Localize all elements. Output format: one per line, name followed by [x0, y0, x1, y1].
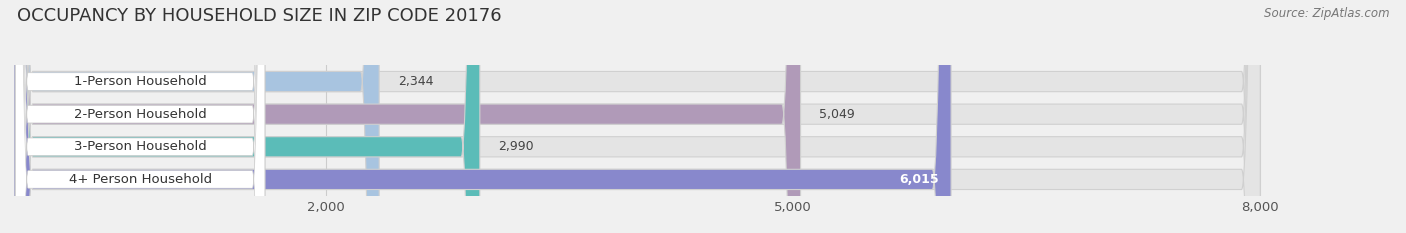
FancyBboxPatch shape [14, 0, 1260, 233]
FancyBboxPatch shape [15, 0, 264, 233]
Text: 4+ Person Household: 4+ Person Household [69, 173, 212, 186]
Text: 2,990: 2,990 [499, 140, 534, 153]
Text: 2,344: 2,344 [398, 75, 433, 88]
FancyBboxPatch shape [14, 0, 1260, 233]
Text: 2-Person Household: 2-Person Household [75, 108, 207, 121]
Text: 1-Person Household: 1-Person Household [75, 75, 207, 88]
FancyBboxPatch shape [15, 0, 264, 233]
FancyBboxPatch shape [14, 0, 800, 233]
Text: 6,015: 6,015 [898, 173, 939, 186]
FancyBboxPatch shape [14, 0, 950, 233]
FancyBboxPatch shape [15, 0, 264, 233]
Text: Source: ZipAtlas.com: Source: ZipAtlas.com [1264, 7, 1389, 20]
FancyBboxPatch shape [14, 0, 479, 233]
FancyBboxPatch shape [14, 0, 1260, 233]
FancyBboxPatch shape [15, 0, 264, 233]
Text: OCCUPANCY BY HOUSEHOLD SIZE IN ZIP CODE 20176: OCCUPANCY BY HOUSEHOLD SIZE IN ZIP CODE … [17, 7, 502, 25]
Text: 5,049: 5,049 [820, 108, 855, 121]
FancyBboxPatch shape [14, 0, 1260, 233]
FancyBboxPatch shape [14, 0, 380, 233]
Text: 3-Person Household: 3-Person Household [75, 140, 207, 153]
